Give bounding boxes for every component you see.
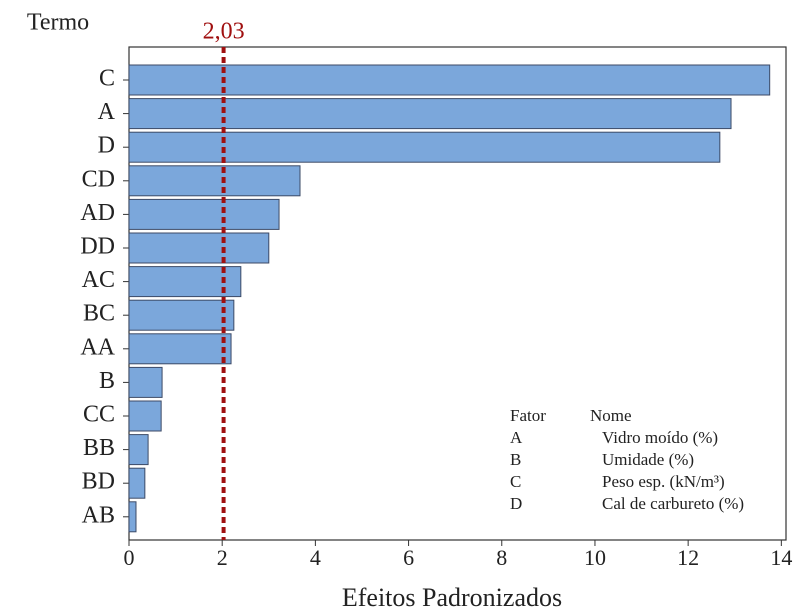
y-tick-label: BC — [83, 301, 115, 327]
y-tick-label: B — [99, 368, 115, 394]
y-tick-label: AC — [82, 267, 115, 293]
legend-header: Nome — [590, 406, 632, 425]
x-tick-label: 2 — [217, 545, 228, 570]
x-tick-label: 0 — [124, 545, 135, 570]
y-tick-label: AB — [82, 502, 115, 528]
y-tick-label: AD — [80, 200, 115, 226]
x-tick-label: 10 — [584, 545, 606, 570]
legend-name: Vidro moído (%) — [602, 428, 718, 447]
legend-factor: A — [510, 428, 523, 447]
x-tick-label: 8 — [496, 545, 507, 570]
x-tick-label: 12 — [677, 545, 699, 570]
y-tick-label: A — [98, 99, 116, 125]
bar — [128, 333, 232, 365]
bar — [128, 131, 721, 163]
x-tick-label: 6 — [403, 545, 414, 570]
y-tick-label: C — [99, 66, 115, 92]
bar — [128, 64, 771, 96]
y-tick-label: CD — [82, 166, 115, 192]
legend-name: Umidade (%) — [602, 450, 694, 469]
y-axis-label: Termo — [27, 10, 89, 36]
legend-factor: D — [510, 494, 522, 513]
bar — [128, 366, 163, 398]
y-tick-label: BD — [82, 469, 115, 495]
y-tick-label: DD — [80, 234, 115, 260]
bar — [128, 98, 732, 130]
reference-label: 2,03 — [203, 19, 245, 45]
bar — [128, 299, 235, 331]
x-tick-label: 14 — [770, 545, 792, 570]
legend-name: Cal de carbureto (%) — [602, 494, 744, 513]
bar — [128, 232, 270, 264]
x-axis-label: Efeitos Padronizados — [342, 583, 562, 612]
bar — [128, 400, 162, 432]
legend-name: Peso esp. (kN/m³) — [602, 472, 725, 491]
legend-factor: C — [510, 472, 521, 491]
legend-header: Fator — [510, 406, 546, 425]
bar — [128, 434, 149, 466]
bar — [128, 198, 280, 230]
y-tick-label: BB — [83, 435, 115, 461]
legend-factor: B — [510, 450, 521, 469]
y-tick-label: D — [98, 133, 115, 159]
y-tick-label: AA — [80, 334, 115, 360]
bar — [128, 501, 137, 533]
bar — [128, 467, 146, 499]
y-tick-label: CC — [83, 402, 115, 428]
x-tick-label: 4 — [310, 545, 321, 570]
bar — [128, 165, 301, 197]
